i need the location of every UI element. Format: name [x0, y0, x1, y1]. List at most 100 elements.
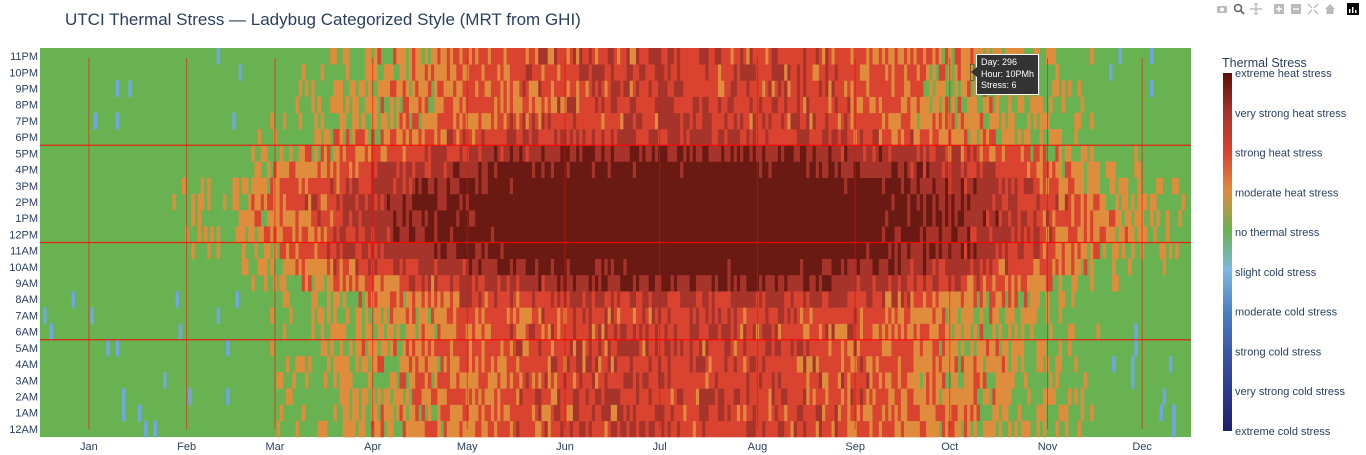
heatmap-cell: [897, 177, 902, 227]
heatmap-cell: [377, 258, 381, 276]
heatmap-cell: [670, 388, 675, 405]
heatmap-cell: [421, 388, 426, 405]
heatmap-cell: [642, 274, 646, 324]
zoom-icon[interactable]: [1232, 2, 1246, 16]
heatmap-cell: [456, 210, 460, 227]
heatmap-cell: [494, 129, 498, 146]
heatmap-cell: [601, 339, 605, 405]
heatmap-cell: [431, 129, 435, 146]
heatmap-cell: [733, 339, 738, 357]
heatmap-cell: [1077, 112, 1081, 130]
heatmap-cell: [740, 274, 744, 308]
heatmap-cell: [859, 96, 864, 114]
heatmap-cell: [424, 64, 429, 81]
heatmap-cell: [361, 193, 366, 227]
heatmap-cell: [528, 291, 533, 308]
heatmap-cell: [799, 145, 804, 260]
heatmap-cell: [878, 291, 883, 373]
heatmap-cell: [405, 129, 410, 146]
heatmap-cell: [1017, 258, 1022, 276]
heatmap-cell: [840, 323, 845, 373]
heatmap-cell: [774, 96, 779, 114]
heatmap-cell: [462, 80, 467, 97]
heatmap-cell: [503, 145, 508, 162]
heatmap-cell: [670, 96, 675, 162]
heatmap-cell: [301, 355, 306, 373]
heatmap-cell: [349, 210, 353, 243]
heatmap-cell: [837, 161, 842, 276]
heatmap-cell: [872, 145, 876, 162]
heatmap-cell: [538, 372, 542, 389]
heatmap-cell: [607, 64, 612, 146]
heatmap-cell: [875, 177, 880, 276]
heatmap-cell: [437, 48, 441, 65]
heatmap-cell: [475, 291, 479, 308]
heatmap-cell: [317, 161, 321, 211]
heatmap-cell: [951, 145, 955, 195]
heatmap-cell: [484, 420, 489, 438]
heatmap-cell: [1049, 177, 1053, 227]
heatmap-cell: [787, 145, 791, 276]
heatmap-cell: [601, 64, 605, 81]
heatmap-cell: [992, 161, 996, 195]
heatmap-cell: [686, 48, 690, 114]
heatmap-cell: [355, 145, 359, 178]
heatmap-cell: [509, 372, 514, 389]
heatmap-cell: [765, 274, 769, 357]
heatmap-cell: [919, 355, 924, 373]
heatmap-cell: [809, 161, 813, 276]
heatmap-cell: [547, 64, 552, 114]
heatmap-cell: [1156, 210, 1160, 227]
heatmap-cell: [320, 64, 325, 81]
heatmap-cell: [1096, 193, 1100, 211]
heatmap-cell: [951, 112, 955, 130]
heatmap-cell: [1093, 242, 1097, 260]
heatmap-cell: [730, 64, 735, 81]
heatmap-cell: [257, 226, 262, 243]
camera-icon[interactable]: [1215, 2, 1229, 16]
heatmap-cell: [740, 307, 744, 324]
plotly-logo-icon[interactable]: [1346, 2, 1360, 16]
heatmap-cell: [692, 291, 697, 308]
zoom-out-icon[interactable]: [1289, 2, 1303, 16]
heatmap-cell: [525, 372, 530, 389]
zoom-in-icon[interactable]: [1272, 2, 1286, 16]
heatmap-cell: [847, 112, 851, 146]
heatmap-cell: [749, 291, 754, 308]
heatmap-cell: [115, 112, 120, 130]
heatmap-cell: [809, 372, 813, 438]
heatmap-cell: [610, 372, 615, 389]
heatmap-cell: [538, 80, 542, 97]
heatmap-cell: [276, 161, 281, 243]
heatmap-cell: [979, 258, 984, 308]
heatmap-cell: [462, 372, 467, 389]
heatmap-cell: [711, 48, 716, 146]
heatmap-cell: [402, 420, 407, 438]
heatmap-cell: [856, 355, 861, 405]
heatmap-cell: [686, 129, 690, 146]
heatmap-cell: [730, 129, 735, 146]
home-icon[interactable]: [1323, 2, 1337, 16]
heatmap-cell: [314, 193, 318, 211]
heatmap-cell: [301, 226, 306, 292]
heatmap-cell: [995, 291, 999, 324]
heatmap-cell: [806, 177, 810, 292]
heatmap-cell: [405, 420, 410, 438]
heatmap-cell: [412, 129, 416, 146]
heatmap-cell: [582, 145, 586, 276]
heatmap-cell: [210, 226, 214, 243]
heatmap-cell: [349, 193, 353, 211]
autoscale-icon[interactable]: [1306, 2, 1320, 16]
heatmap-cell: [629, 291, 634, 308]
heatmap-cell: [796, 64, 801, 162]
heatmap-cell: [904, 242, 908, 292]
heatmap-cell: [1055, 145, 1059, 162]
heatmap-cell: [831, 307, 836, 324]
pan-icon[interactable]: [1249, 2, 1263, 16]
heatmap-cell: [591, 291, 596, 324]
heatmap-cell: [440, 96, 444, 114]
heatmap-cell: [973, 193, 977, 227]
heatmap-cell: [623, 258, 627, 276]
heatmap-cell: [405, 145, 410, 162]
heatmap-cell: [736, 291, 741, 308]
